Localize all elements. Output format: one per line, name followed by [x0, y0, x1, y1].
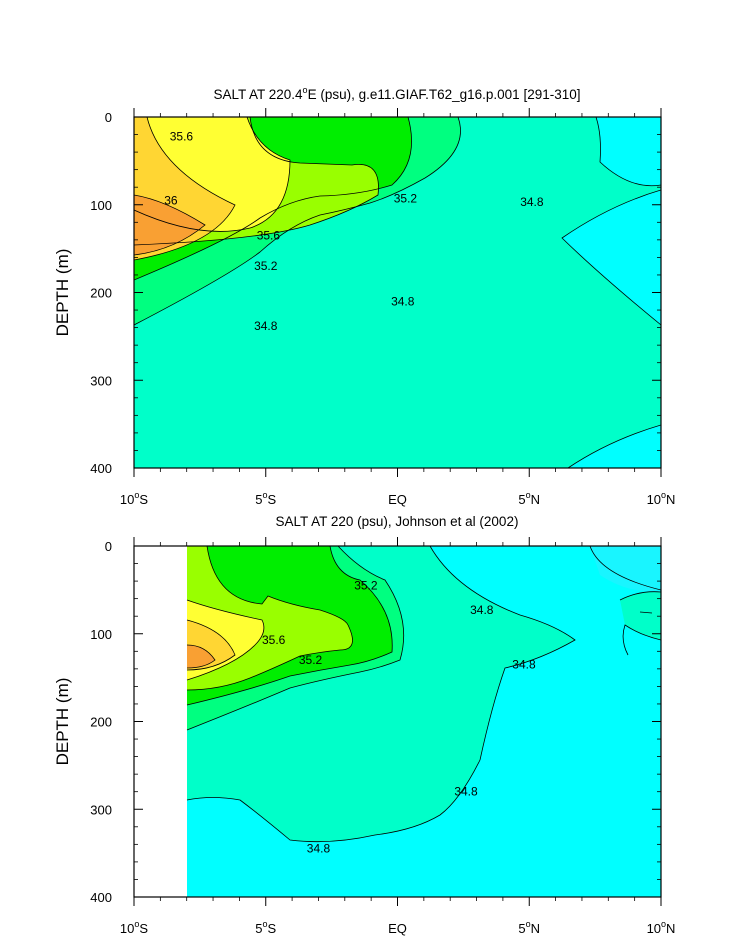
- y-tick-label: 400: [90, 461, 112, 476]
- contour-line: [186, 619, 236, 671]
- contour-label: 35.6: [257, 228, 281, 242]
- y-tick-label: 200: [90, 715, 112, 730]
- contour-line: [561, 189, 661, 326]
- contour-label: 35.6: [262, 633, 286, 647]
- x-tick-label: 5oS: [255, 490, 276, 507]
- contour-label: 34.8: [512, 657, 536, 671]
- contour-line: [134, 117, 236, 261]
- contour-label: 35.2: [394, 192, 418, 206]
- y-tick-label: 100: [90, 198, 112, 213]
- contour-line: [589, 546, 661, 591]
- y-axis-label: DEPTH (m): [53, 249, 72, 337]
- contour-label: 34.8: [254, 319, 278, 333]
- contour-line: [186, 599, 265, 681]
- panel-obs-title: SALT AT 220 (psu), Johnson et al (2002): [276, 514, 519, 529]
- contour-label: 34.8: [307, 842, 331, 856]
- contour-line: [186, 644, 216, 669]
- contour-label: 35.2: [354, 578, 378, 592]
- x-tick-label: EQ: [388, 921, 407, 936]
- contour-line: [134, 194, 206, 256]
- y-tick-label: 0: [105, 539, 112, 554]
- contour-label: 36: [164, 193, 178, 207]
- salinity-region: [562, 190, 661, 325]
- salinity-region: [187, 645, 215, 668]
- x-tick-label: 10oN: [647, 919, 676, 936]
- y-tick-label: 100: [90, 627, 112, 642]
- x-tick-label: 5oN: [518, 490, 540, 507]
- contour-label: 35.2: [299, 653, 323, 667]
- panel-model: SALT AT 220.4oE (psu), g.e11.GIAF.T62_g1…: [53, 85, 675, 507]
- panel-obs: SALT AT 220 (psu), Johnson et al (2002): [53, 514, 675, 936]
- y-tick-label: 400: [90, 890, 112, 905]
- contour-label: 35.6: [170, 129, 194, 143]
- y-axis-label: DEPTH (m): [53, 678, 72, 766]
- contour-line: [619, 591, 661, 601]
- y-tick-label: 300: [90, 373, 112, 388]
- contour-label: 35.2: [254, 259, 278, 273]
- contour-line: [186, 546, 576, 843]
- contour-label: 34.8: [520, 195, 544, 209]
- x-tick-label: 10oN: [647, 490, 676, 507]
- salinity-region: [596, 117, 661, 186]
- salinity-region: [568, 425, 661, 468]
- contour-line: [186, 546, 353, 691]
- salinity-region: [590, 546, 661, 591]
- contour-line: [622, 624, 661, 656]
- contour-line: [134, 117, 291, 232]
- contour-label: 34.8: [391, 294, 415, 308]
- y-tick-label: 300: [90, 802, 112, 817]
- panel-model-plot-area: 35.6 36 35.6 35.2 35.2 34.8 34.8 34.8: [134, 117, 661, 468]
- panel-model-axes: 0 100 200 300 400 10oS 5oS EQ 5oN 10oN DEPTH (m): [53, 108, 675, 507]
- panel-obs-plot-area: 35.2 34.8 35.6 35.2 34.8 34.8 34.8: [186, 546, 661, 897]
- contour-line: [639, 611, 653, 614]
- x-tick-label: EQ: [388, 492, 407, 507]
- contour-line: [186, 546, 405, 731]
- x-tick-label: 5oN: [518, 919, 540, 936]
- contour-label: 34.8: [470, 603, 494, 617]
- contour-label: 34.8: [454, 785, 478, 799]
- panel-obs-axes: 0 100 200 300 400 10oS 5oS EQ 5oN 10oN DEPTH (m): [53, 537, 675, 936]
- contour-line: [186, 546, 393, 706]
- x-tick-label: 10oS: [120, 919, 148, 936]
- contour-line: [134, 117, 379, 246]
- y-tick-label: 200: [90, 286, 112, 301]
- contour-line: [567, 424, 661, 468]
- y-tick-label: 0: [105, 110, 112, 125]
- panel-model-title: SALT AT 220.4oE (psu), g.e11.GIAF.T62_g1…: [213, 85, 580, 102]
- x-tick-label: 10oS: [120, 490, 148, 507]
- contour-line: [134, 117, 461, 326]
- salinity-region: [134, 195, 205, 255]
- contour-line: [595, 117, 661, 187]
- contour-line: [134, 117, 412, 281]
- x-tick-label: 5oS: [255, 919, 276, 936]
